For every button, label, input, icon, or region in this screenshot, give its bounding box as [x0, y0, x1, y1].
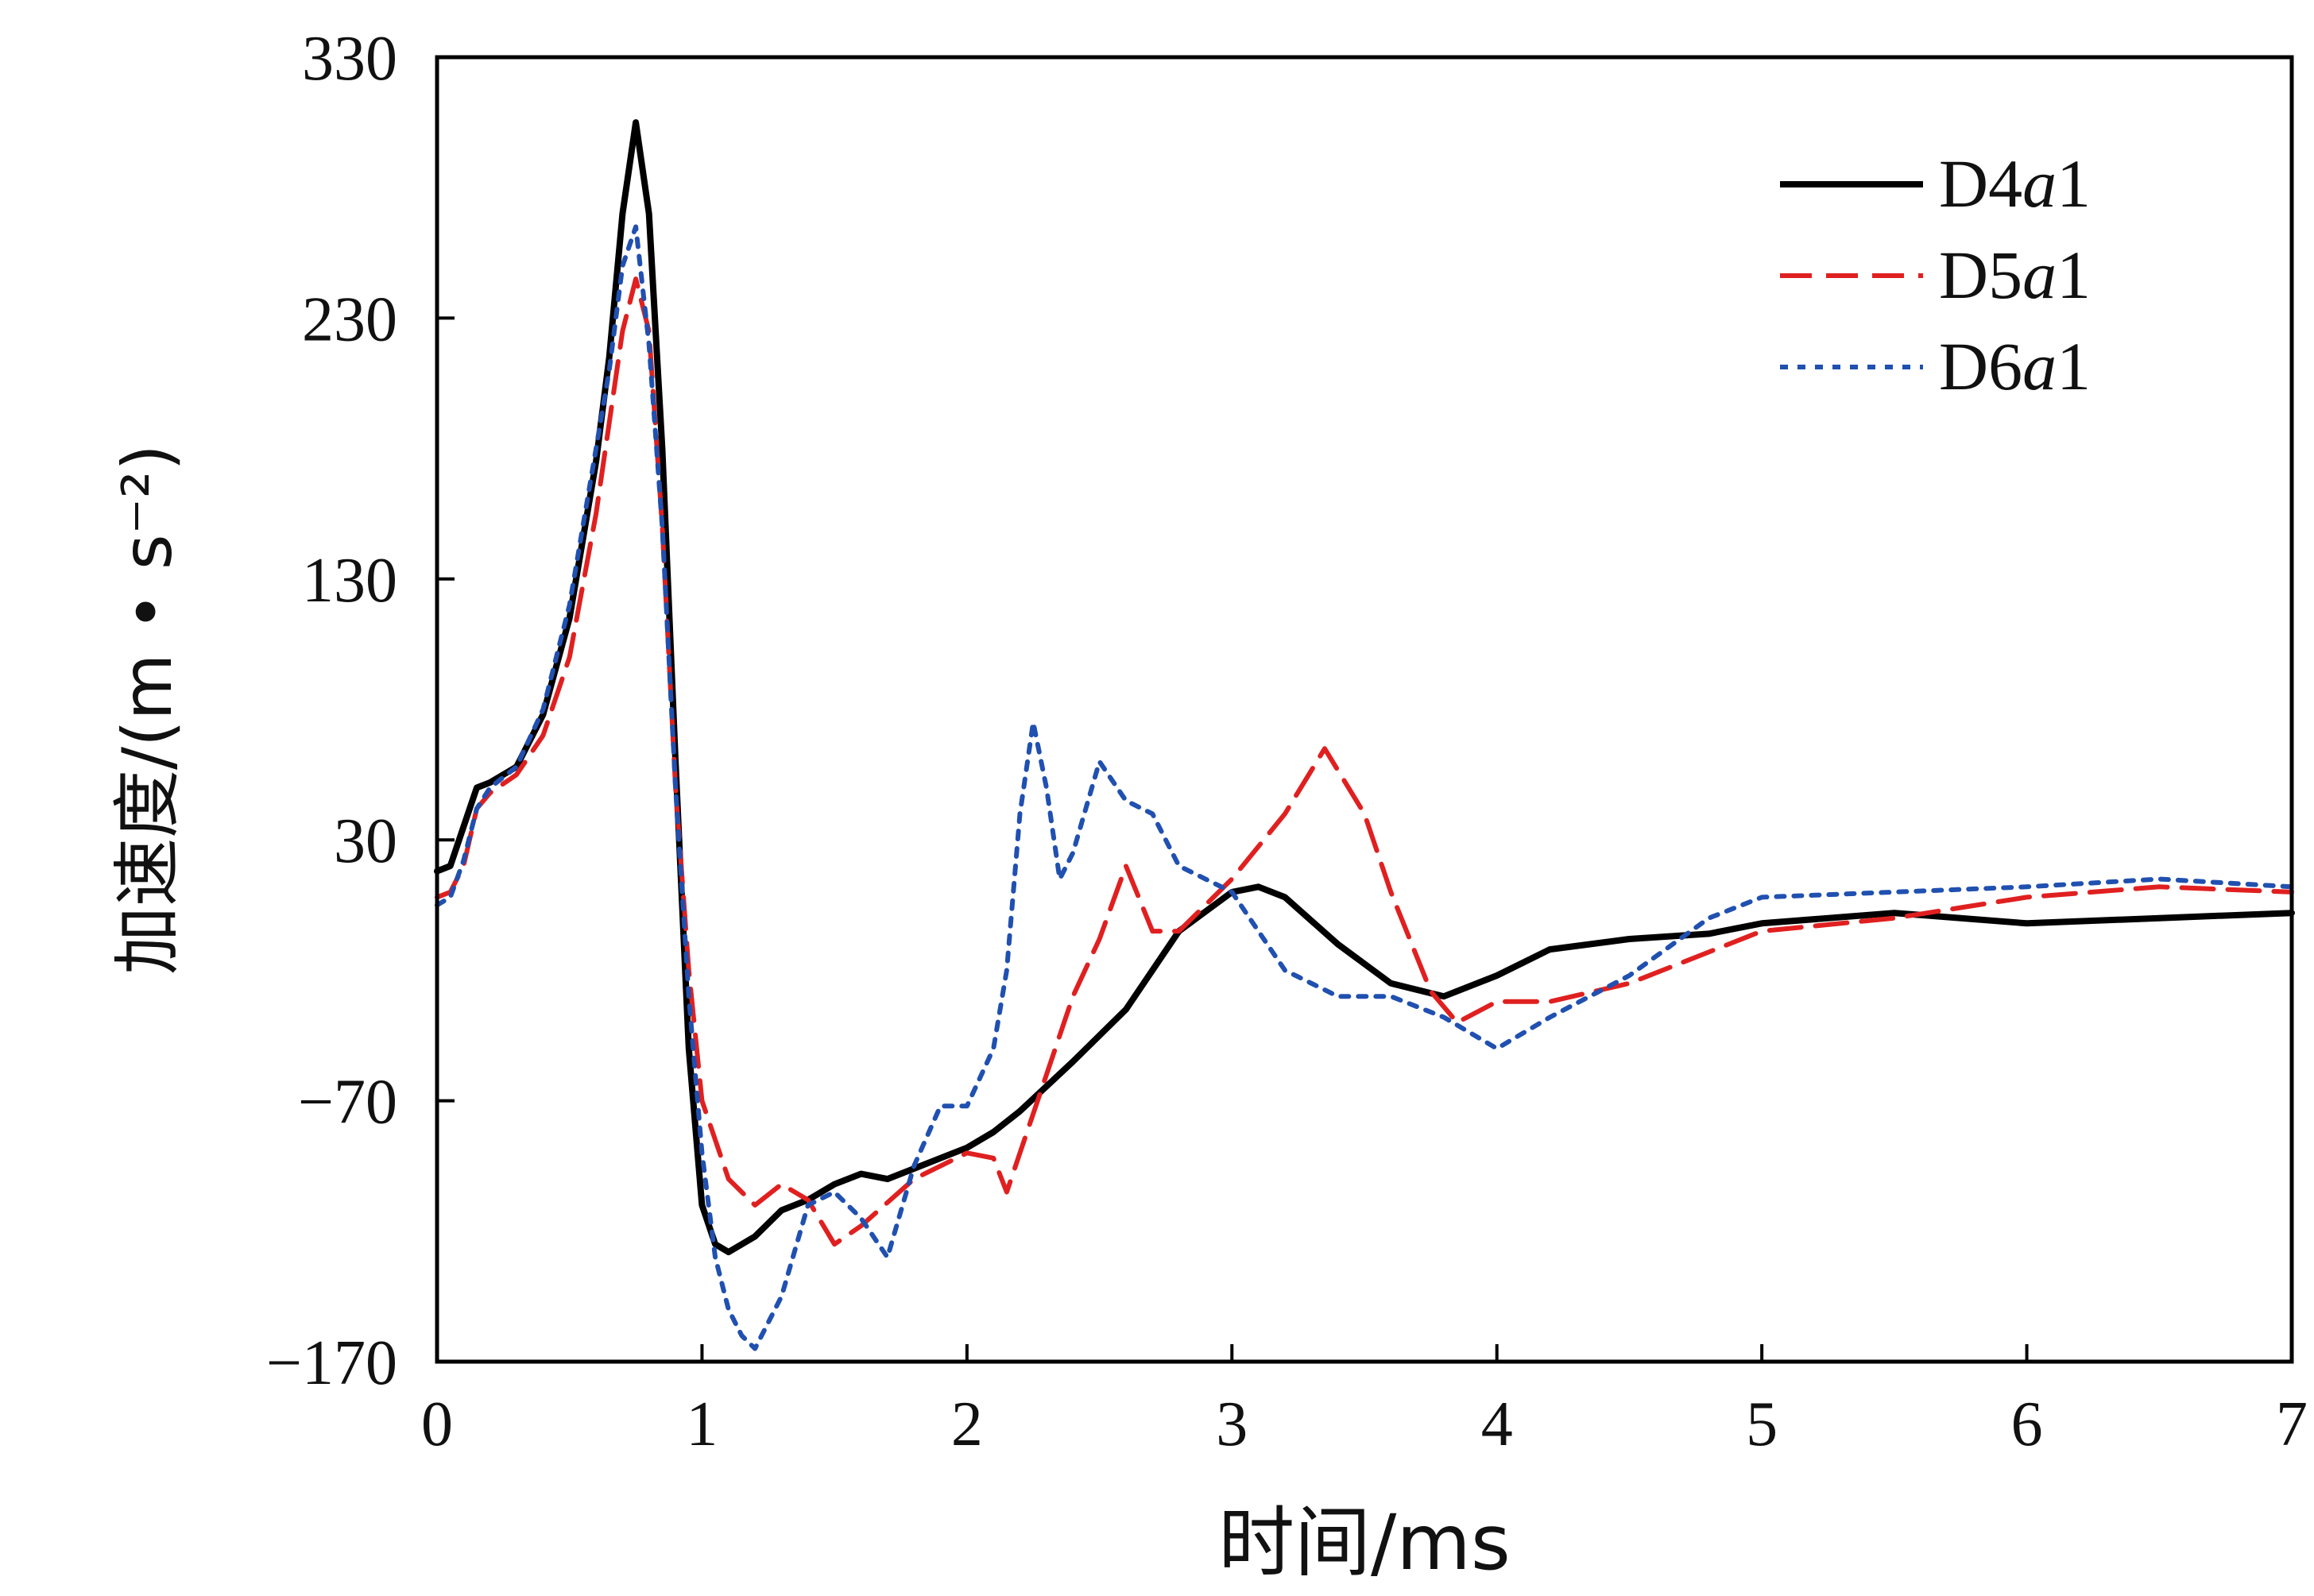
plot-frame — [435, 55, 2294, 1364]
x-tick-label: 1 — [686, 1389, 718, 1459]
legend-label-3: D6a1 — [1939, 328, 2091, 404]
x-tick-label: 0 — [421, 1389, 453, 1459]
legend-label-2: D5a1 — [1939, 237, 2091, 313]
y-tick-label: 230 — [302, 284, 397, 354]
x-tick-label: 7 — [2276, 1389, 2308, 1459]
y-tick-label: −170 — [266, 1328, 397, 1398]
y-tick-label: 30 — [334, 806, 397, 876]
x-tick-label: 6 — [2011, 1389, 2043, 1459]
legend: D4a1 D5a1 D6a1 — [1780, 145, 2091, 404]
y-tick-label: 330 — [302, 24, 397, 94]
series-line-2 — [435, 276, 2294, 1247]
series-line-3 — [435, 224, 2294, 1351]
x-tick-label: 2 — [951, 1389, 983, 1459]
y-tick-label: −70 — [298, 1068, 397, 1138]
series-layer — [434, 119, 2295, 1351]
x-tick-label: 5 — [1746, 1389, 1778, 1459]
x-tick-label: 4 — [1481, 1389, 1513, 1459]
legend-label-1: D4a1 — [1939, 145, 2091, 222]
ticks-layer: 0 1 2 3 4 5 6 7 330 230 130 30 −70 −170 — [266, 24, 2308, 1459]
x-axis-title: 时间/ms — [1218, 1498, 1511, 1587]
x-tick-label: 3 — [1216, 1389, 1248, 1459]
y-tick-label: 130 — [302, 546, 397, 616]
y-axis-title: 加速度/(m • s⁻²) — [108, 444, 188, 975]
